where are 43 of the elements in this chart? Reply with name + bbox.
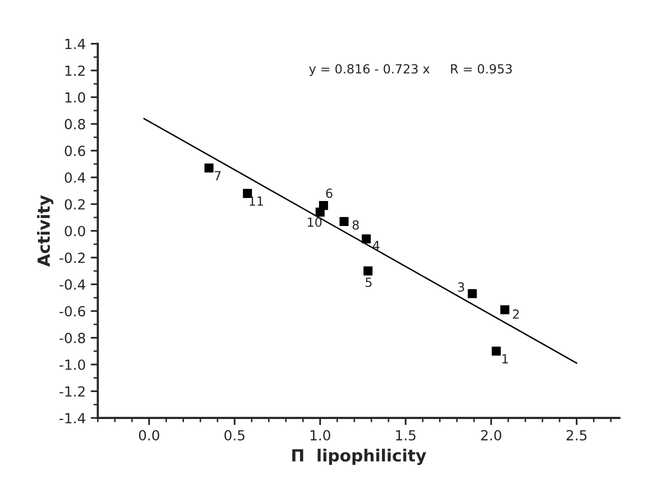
y-tick-label: -0.8	[60, 332, 86, 344]
x-tick-label: 2.5	[566, 430, 586, 441]
y-tick-label: -0.2	[60, 252, 85, 264]
x-tick-label: 2.0	[481, 430, 502, 441]
point	[204, 164, 214, 173]
x-axis-title: Π lipophilicity	[292, 448, 426, 466]
annotation: 1	[502, 354, 508, 364]
y-tick-label: 0.8	[64, 118, 86, 130]
y-tick-label: 1.0	[65, 92, 86, 103]
point	[500, 305, 510, 314]
point	[242, 188, 252, 198]
y-tick-label: 0.0	[64, 226, 86, 236]
y-tick-label: 1.4	[65, 38, 86, 50]
annotation: 8	[352, 220, 359, 230]
x-tick-label: 0.0	[138, 430, 160, 441]
annotation: 5	[366, 278, 372, 288]
x-tick-label: 0.5	[224, 430, 244, 441]
annotation: 4	[372, 240, 380, 250]
y-tick-label: 0.2	[64, 199, 85, 210]
y-tick-label: -0.4	[60, 279, 86, 290]
point	[362, 234, 371, 244]
annotation: 7	[214, 171, 221, 180]
x-tick-label: 1.5	[396, 430, 416, 441]
y-tick-label: 0.6	[64, 146, 86, 156]
annotation: 6	[326, 188, 332, 198]
y-tick-label: -1.0	[60, 359, 86, 370]
annotation: 2	[512, 309, 519, 319]
annotation: 10	[308, 217, 322, 227]
point	[316, 208, 325, 217]
y-tick-label: -0.6	[60, 306, 86, 317]
annotation: y = 0.816 - 0.723 x R = 0.953	[309, 64, 512, 76]
y-tick-label: 1.2	[65, 65, 85, 76]
y-tick-label: -1.4	[60, 413, 86, 424]
point	[363, 266, 373, 276]
annotation: 11	[250, 196, 263, 206]
y-tick-label: -1.2	[60, 386, 85, 397]
point	[340, 216, 349, 226]
point	[468, 289, 477, 298]
y-axis-title: Activity	[37, 195, 54, 267]
x-tick-label: 1.0	[310, 430, 330, 441]
y-tick-label: 0.4	[64, 172, 86, 183]
annotation: 3	[458, 282, 464, 292]
point	[492, 346, 501, 356]
